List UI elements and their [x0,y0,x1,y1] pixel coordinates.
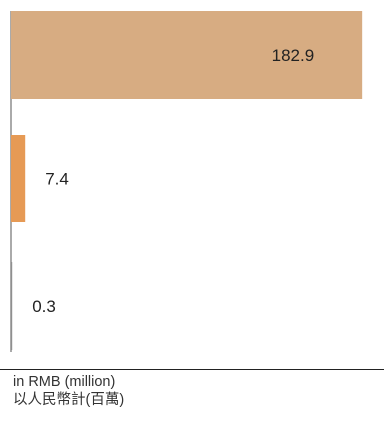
bar-1 [11,135,26,222]
unit-label-en: in RMB (million) [13,374,116,390]
unit-label-zh: 以人民幣計(百萬) [13,392,125,408]
bar-2 [11,262,13,350]
bar-value-label-0: 182.9 [272,46,315,65]
bar-0 [11,11,363,99]
unit-caption: in RMB (million) 以人民幣計(百萬) [13,373,124,409]
bar-value-label-2: 0.3 [32,297,56,316]
bar-value-label-1: 7.4 [45,170,69,189]
